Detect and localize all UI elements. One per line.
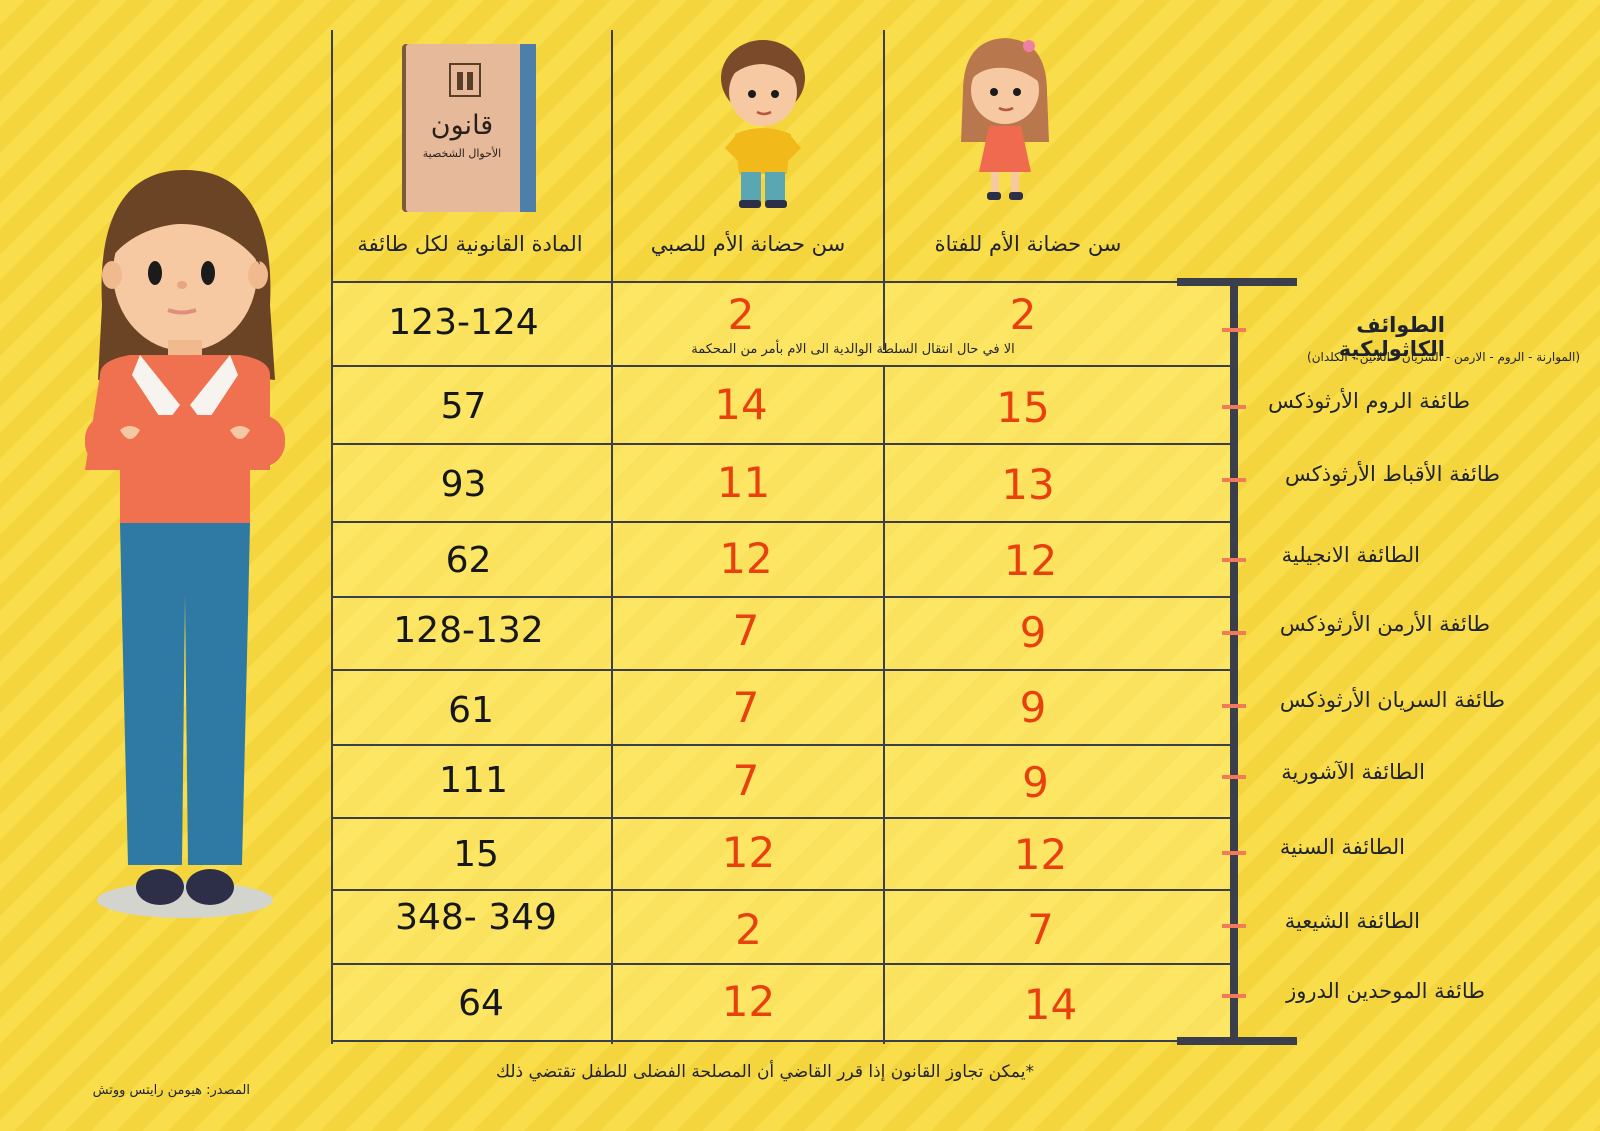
article-value: 111 — [439, 760, 508, 801]
timeline-tick — [1222, 704, 1246, 708]
table-row-line — [331, 443, 1231, 445]
boy-age-value: 2 — [735, 905, 762, 954]
boy-age-value: 7 — [732, 756, 760, 805]
footnote: *يمكن تجاوز القانون إذا قرر القاضي أن ال… — [496, 1062, 1034, 1082]
header-legal-article: المادة القانونية لكل طائفة — [357, 232, 583, 256]
sect-label: الطوائف الكاثوليكية — [1338, 313, 1445, 361]
table-row-line — [331, 817, 1231, 819]
timeline-tick — [1222, 328, 1246, 332]
sect-label: طائفة الروم الأرثوذكس — [1268, 389, 1470, 413]
sect-label: طائفة الأرمن الأرثوذكس — [1279, 612, 1490, 636]
girl-age-value: 15 — [996, 383, 1050, 432]
boy-age-value: 12 — [721, 977, 776, 1026]
timeline-bottom-cap — [1177, 1037, 1297, 1045]
table-divider — [883, 366, 885, 1044]
sect-label: الطائفة الانجيلية — [1281, 543, 1420, 567]
article-value: 64 — [458, 983, 504, 1024]
boy-age-value: 2 — [727, 290, 755, 339]
table-row-line — [331, 963, 1231, 965]
sect-label: الطائفة الآشورية — [1281, 760, 1425, 784]
sect-label: طائفة الموحدين الدروز — [1286, 979, 1485, 1003]
mother-illustration — [85, 170, 285, 918]
boy-age-value: 7 — [732, 606, 760, 655]
table-row-line — [331, 889, 1231, 891]
table-divider — [883, 30, 885, 350]
sect-label: الطائفة السنية — [1279, 835, 1405, 859]
catholic-court-note: الا في حال انتقال السلطة الوالدية الى ال… — [691, 342, 1015, 357]
girl-age-value: 7 — [1027, 905, 1054, 954]
boy-illustration — [721, 40, 805, 208]
table-row-line — [331, 365, 1231, 367]
timeline-bar — [1230, 282, 1238, 1042]
article-value: 61 — [448, 690, 494, 731]
table-row-line — [331, 669, 1231, 671]
article-value: 93 — [440, 464, 487, 505]
table-row-line — [331, 521, 1231, 523]
girl-illustration — [961, 38, 1049, 200]
article-value: 57 — [440, 386, 487, 427]
boy-age-value: 14 — [714, 380, 768, 429]
girl-age-value: 9 — [1022, 758, 1049, 807]
table-row-line — [331, 281, 1231, 283]
girl-age-value: 9 — [1019, 683, 1047, 732]
sect-label: طائفة الأقباط الأرثوذكس — [1285, 462, 1500, 486]
sect-label: طائفة السريان الأرثوذكس — [1279, 688, 1505, 712]
timeline-tick — [1222, 851, 1246, 855]
girl-age-value: 2 — [1009, 290, 1037, 339]
timeline-tick — [1222, 775, 1246, 779]
boy-age-value: 11 — [716, 458, 771, 507]
article-value: 348- 349 — [395, 897, 557, 938]
table-row-line — [331, 596, 1231, 598]
book-subtitle: الأحوال الشخصية — [422, 147, 502, 160]
article-value: 62 — [445, 540, 492, 581]
law-book-icon — [402, 44, 536, 212]
girl-age-value: 12 — [1013, 830, 1068, 879]
book-title: قانون — [430, 110, 494, 141]
girl-age-value: 12 — [1003, 536, 1058, 585]
timeline-tick — [1222, 631, 1246, 635]
timeline-tick — [1222, 478, 1246, 482]
boy-age-value: 12 — [721, 828, 776, 877]
article-value: 123-124 — [388, 302, 539, 343]
boy-age-value: 12 — [719, 534, 773, 583]
timeline-tick — [1222, 558, 1246, 562]
girl-age-value: 13 — [1001, 460, 1055, 509]
timeline-tick — [1222, 924, 1246, 928]
girl-age-value: 9 — [1019, 608, 1047, 657]
table-divider — [331, 30, 333, 1044]
boy-age-value: 7 — [732, 683, 760, 732]
timeline-tick — [1222, 405, 1246, 409]
table-row-line — [331, 1040, 1231, 1042]
article-value: 128-132 — [393, 610, 544, 651]
source-credit: المصدر: هيومن رايتس ووتش — [92, 1083, 250, 1098]
header-girl-custody-age: سن حضانة الأم للفتاة — [934, 232, 1122, 256]
table-background — [332, 282, 1230, 1040]
sect-label: الطائفة الشيعية — [1284, 909, 1420, 933]
girl-age-value: 14 — [1023, 980, 1078, 1029]
table-row-line — [331, 744, 1231, 746]
article-value: 15 — [453, 834, 499, 875]
catholic-sub-list: (الموارنة - الروم - الارمن - السريان - ا… — [1307, 350, 1580, 364]
header-boy-custody-age: سن حضانة الأم للصبي — [650, 232, 846, 256]
timeline-tick — [1222, 994, 1246, 998]
table-divider — [611, 30, 613, 1044]
